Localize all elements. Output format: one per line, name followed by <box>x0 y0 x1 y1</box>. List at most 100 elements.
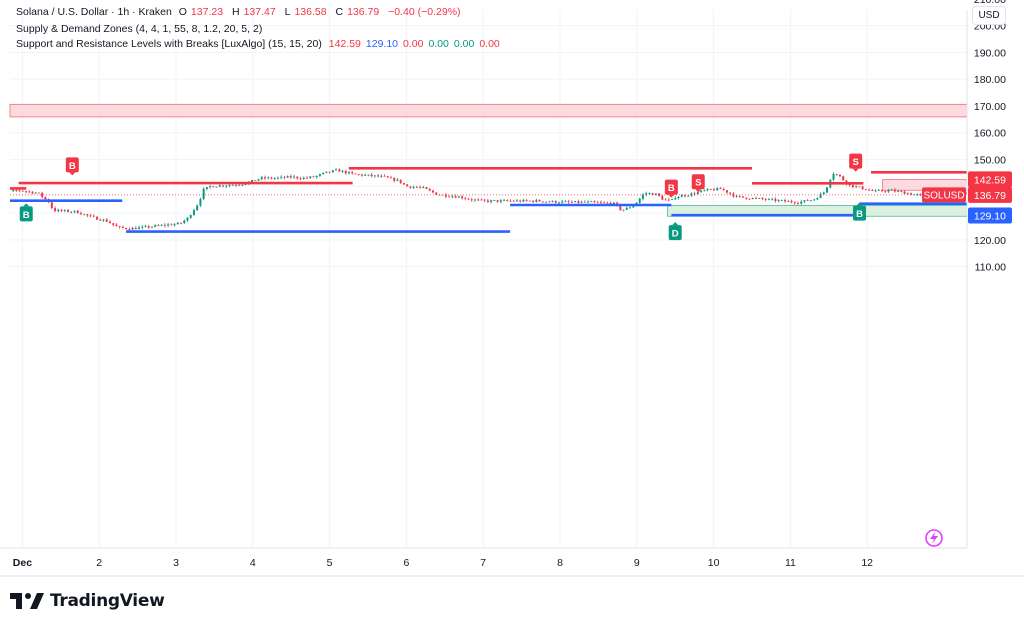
price-change: −0.40 (−0.29%) <box>388 6 461 18</box>
candle-body <box>716 188 719 191</box>
candle-body <box>554 200 557 203</box>
candle-body <box>128 228 131 230</box>
candle-body <box>758 198 761 199</box>
indicator-supply-demand[interactable]: Supply & Demand Zones (4, 4, 1, 55, 8, 1… <box>16 23 266 35</box>
time-axis-label: 12 <box>861 557 873 569</box>
candle-body <box>315 175 318 178</box>
signal-pointer <box>672 222 679 226</box>
tradingview-logo[interactable]: TradingView <box>10 589 165 613</box>
candle-body <box>21 190 24 192</box>
candle-body <box>851 184 854 188</box>
candle-body <box>664 199 667 201</box>
candle-body <box>34 192 37 194</box>
candle-body <box>777 200 780 201</box>
candle-body <box>906 193 909 195</box>
candle-body <box>916 194 919 196</box>
candle-body <box>360 174 363 176</box>
candle-body <box>835 174 838 175</box>
candle-body <box>264 177 267 179</box>
price-tag-price <box>968 186 1012 203</box>
price-tag-label: 142.59 <box>974 174 1006 186</box>
candle-body <box>331 170 334 173</box>
candle-body <box>706 188 709 191</box>
candle-body <box>244 184 247 185</box>
signal-label: B <box>856 209 863 220</box>
signal-label: B <box>23 210 30 221</box>
candle-body <box>348 172 351 174</box>
indicator-value: 0.00 <box>428 38 449 50</box>
candle-body <box>105 219 108 222</box>
indicator-sr-label: Support and Resistance Levels with Break… <box>16 38 322 50</box>
symbol-tag-label: SOLUSD <box>923 191 964 202</box>
candle-body <box>735 196 738 197</box>
time-axis-label: 5 <box>327 557 333 569</box>
candle-body <box>658 193 661 197</box>
candle-body <box>480 199 483 201</box>
candle-body <box>409 186 412 188</box>
candle-body <box>890 189 893 191</box>
candle-body <box>83 214 86 215</box>
candle-body <box>564 201 567 203</box>
candle-body <box>270 177 273 179</box>
candle-body <box>134 227 137 230</box>
currency-button[interactable]: USD <box>972 6 1006 25</box>
candle-body <box>838 174 841 177</box>
candle-body <box>205 187 208 189</box>
candle-body <box>654 193 657 195</box>
candle-body <box>289 176 292 178</box>
candle-body <box>102 219 105 221</box>
signal-pointer <box>695 189 702 193</box>
candle-body <box>473 199 476 201</box>
candle-body <box>738 196 741 197</box>
candle-body <box>76 210 79 214</box>
signal-box <box>853 205 867 221</box>
price-axis-label: 190.00 <box>974 47 1006 59</box>
signal-marker: B <box>65 157 79 176</box>
candle-body <box>12 190 15 191</box>
candle-body <box>257 179 260 181</box>
candle-body <box>619 205 622 211</box>
candle-body <box>680 195 683 197</box>
time-axis-label: 9 <box>634 557 640 569</box>
candle-body <box>880 190 883 192</box>
candle-body <box>887 190 890 192</box>
candle-body <box>399 179 402 184</box>
candle-body <box>402 183 405 185</box>
candle-body <box>364 174 367 176</box>
candle-body <box>28 191 31 193</box>
candle-body <box>677 196 680 199</box>
candle-body <box>212 186 215 188</box>
candle-body <box>842 176 845 181</box>
candle-body <box>99 219 102 221</box>
symbol-tag <box>922 187 966 203</box>
lightning-icon-bolt <box>930 532 938 544</box>
candle-body <box>15 190 18 191</box>
candle-body <box>751 198 754 200</box>
signal-box <box>19 206 33 222</box>
candle-body <box>538 200 541 202</box>
candle-body <box>199 199 202 206</box>
indicator-sr-levels[interactable]: Support and Resistance Levels with Break… <box>16 38 509 50</box>
candle-body <box>583 201 586 203</box>
lightning-icon[interactable] <box>925 529 943 547</box>
candle-body <box>590 201 593 203</box>
candle-body <box>260 177 263 180</box>
candle-body <box>428 188 431 191</box>
candle-body <box>380 175 383 177</box>
candle-body <box>580 201 583 203</box>
signal-pointer <box>23 203 30 207</box>
candle-body <box>519 200 522 202</box>
candle-body <box>302 177 305 179</box>
indicator-value: 0.00 <box>403 38 424 50</box>
candle-body <box>796 203 799 204</box>
candle-body <box>44 196 47 200</box>
signal-marker: B <box>853 202 867 221</box>
candle-body <box>251 179 254 182</box>
candle-body <box>816 198 819 200</box>
candle-body <box>54 208 57 212</box>
candle-body <box>393 177 396 181</box>
candle-body <box>819 193 822 199</box>
candle-body <box>370 174 373 177</box>
candle-body <box>700 190 703 193</box>
